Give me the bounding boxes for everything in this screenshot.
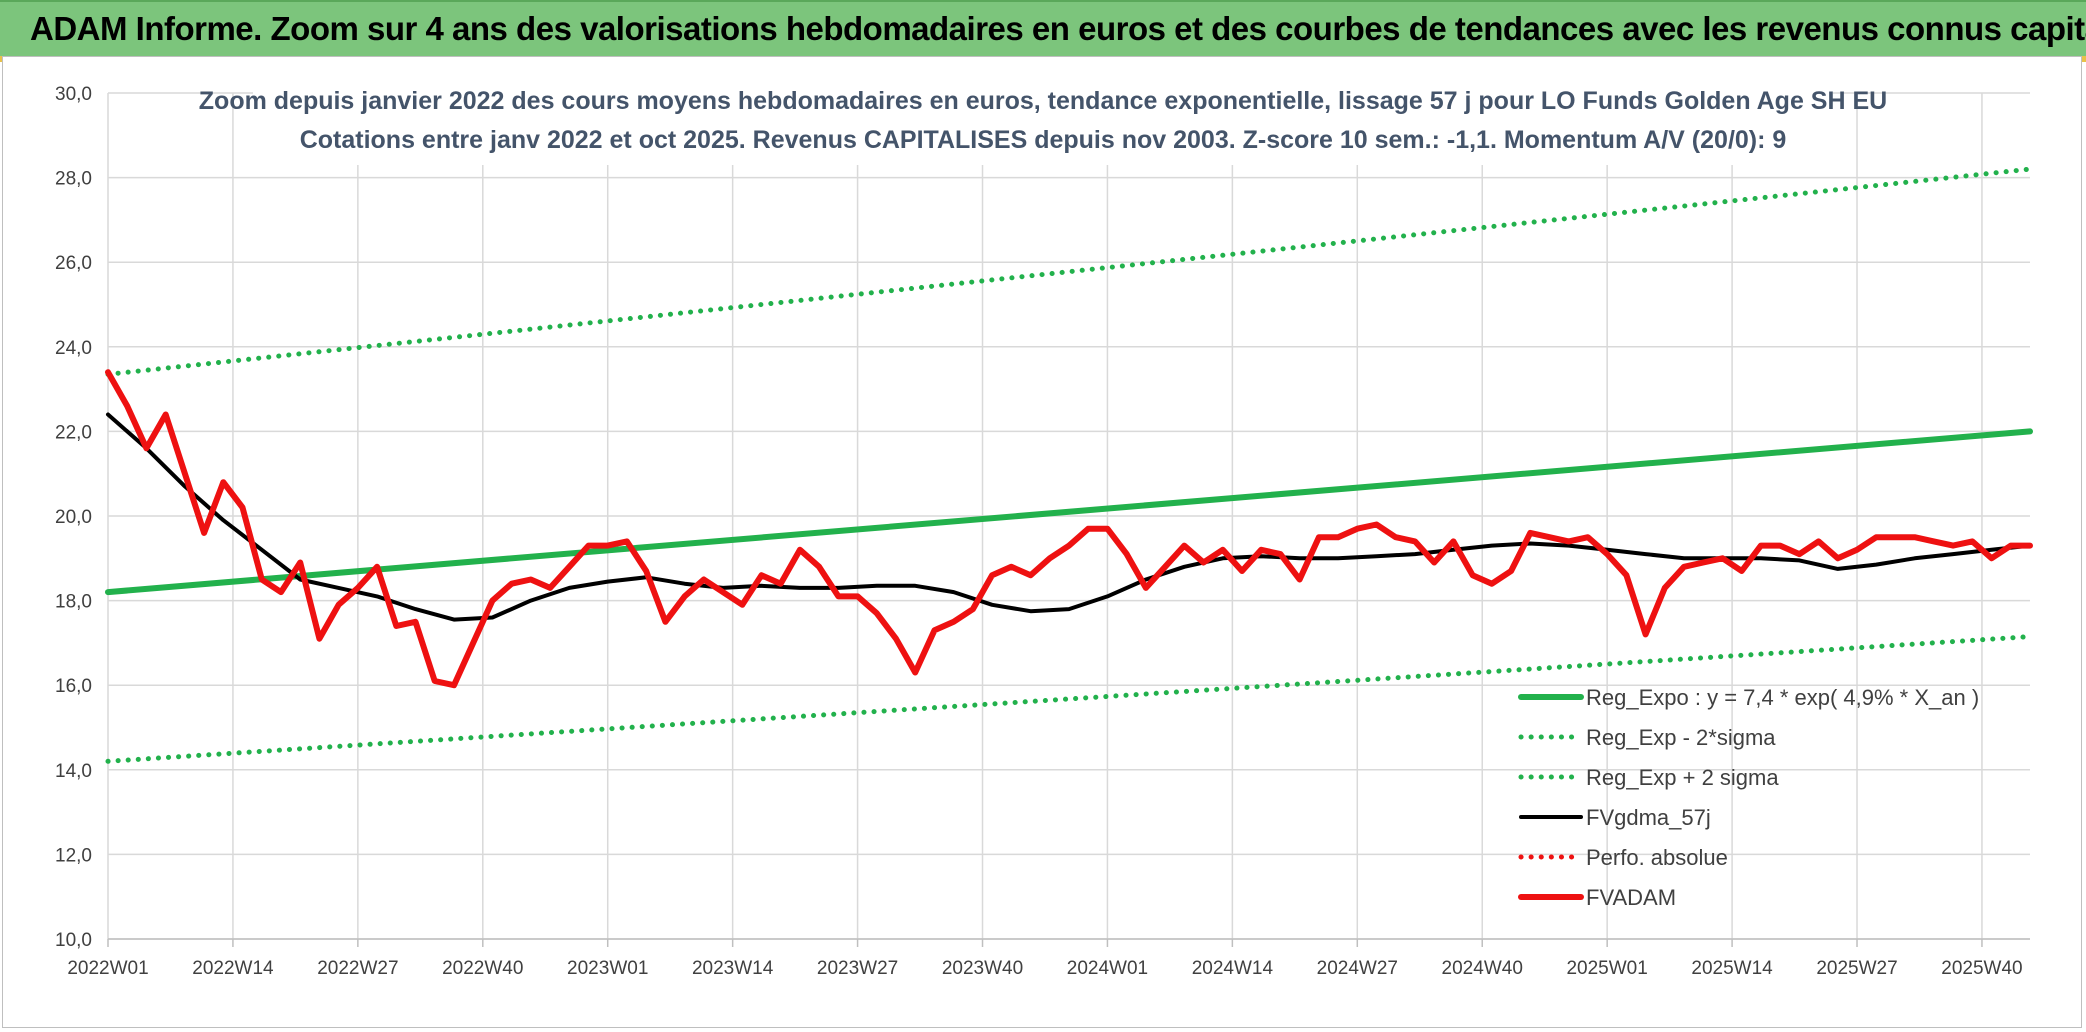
x-tick-label: 2024W27 [1317,958,1398,979]
y-tick-label: 30,0 [55,84,92,105]
x-tick-label: 2023W01 [567,958,648,979]
x-tick-label: 2022W40 [442,958,523,979]
legend-label: Reg_Expo : y = 7,4 * exp( 4,9% * X_an ) [1586,685,1979,710]
y-tick-label: 18,0 [55,592,92,613]
x-tick-label: 2025W40 [1941,958,2022,979]
y-tick-label: 12,0 [55,845,92,866]
legend-label: Reg_Exp - 2*sigma [1586,725,1776,750]
title-background [253,77,1833,165]
chart-subtitle: Cotations entre janv 2022 et oct 2025. R… [300,126,1787,154]
legend-label: Perfo. absolue [1586,845,1728,870]
legend: Reg_Expo : y = 7,4 * exp( 4,9% * X_an ) R… [1518,685,1979,910]
chart-titles: Zoom depuis janvier 2022 des cours moyen… [199,77,1887,165]
y-tick-label: 24,0 [55,338,92,359]
report-header: ADAM Informe. Zoom sur 4 ans des valoris… [0,0,2086,56]
axes: 10,0 12,0 14,0 16,0 18,0 20,0 22,0 24,0 26,0 28,0… [55,84,2030,979]
x-tick-label: 2023W40 [942,958,1023,979]
y-tick-label: 20,0 [55,507,92,528]
y-tick-label: 28,0 [55,169,92,190]
x-tick-label: 2024W40 [1442,958,1523,979]
series-line-fvadam [105,369,2033,689]
x-tick-label: 2024W14 [1192,958,1274,979]
x-tick-label: 2025W27 [1816,958,1897,979]
legend-label: Reg_Exp + 2 sigma [1586,765,1779,790]
y-tick-label: 26,0 [55,253,92,274]
series-line-fvgdma-57j [106,412,2032,622]
x-tick-label: 2025W14 [1691,958,1773,979]
x-tick-label: 2024W01 [1067,958,1148,979]
x-tick-label: 2022W14 [192,958,274,979]
data-series [105,166,2033,764]
line-chart: Zoom depuis janvier 2022 des cours moyen… [55,77,2033,979]
x-tick-label: 2023W27 [817,958,898,979]
series-line-reg-exp [105,166,2033,377]
series-line-reg-expo [105,428,2033,596]
y-tick-label: 22,0 [55,422,92,443]
chart-title: Zoom depuis janvier 2022 des cours moyen… [199,87,1887,115]
legend-label: FVgdma_57j [1586,805,1711,830]
legend-label: FVADAM [1586,885,1676,910]
report-title: ADAM Informe. Zoom sur 4 ans des valoris… [30,10,2086,47]
x-tick-label: 2023W14 [692,958,774,979]
series-line-reg-exp [105,634,2033,764]
y-tick-label: 16,0 [55,676,92,697]
x-tick-label: 2022W27 [317,958,398,979]
y-tick-label: 10,0 [55,930,92,951]
x-tick-label: 2025W01 [1566,958,1647,979]
y-tick-label: 14,0 [55,761,92,782]
x-tick-label: 2022W01 [67,958,148,979]
chart-frame: Zoom depuis janvier 2022 des cours moyen… [2,56,2082,1028]
grid-lines [107,92,2030,940]
